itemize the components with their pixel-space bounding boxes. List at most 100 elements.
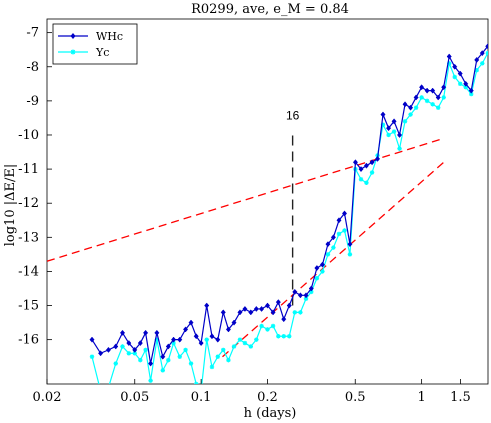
data-point-whc	[419, 84, 425, 91]
data-point-yc	[120, 344, 125, 349]
data-point-yc	[424, 98, 430, 104]
legend-marker	[70, 49, 76, 55]
data-point-yc	[369, 170, 375, 175]
data-point-yc	[265, 327, 270, 332]
data-point-whc	[441, 84, 447, 91]
data-point-yc	[358, 177, 364, 182]
data-point-yc	[457, 81, 463, 87]
data-point-whc	[330, 234, 336, 241]
data-point-yc	[303, 296, 309, 301]
y-tick-label: -9	[26, 94, 39, 109]
data-point-yc	[154, 337, 160, 342]
data-point-yc	[397, 146, 402, 151]
data-point-yc	[469, 91, 474, 97]
data-point-whc	[264, 302, 271, 309]
data-point-whc	[325, 241, 331, 248]
data-point-yc	[138, 357, 143, 363]
data-point-yc	[402, 119, 408, 124]
data-point-whc	[281, 316, 287, 323]
data-point-whc	[171, 336, 177, 343]
data-point-yc	[143, 347, 148, 353]
data-point-whc	[137, 340, 143, 347]
data-point-yc	[430, 102, 435, 107]
data-point-yc	[160, 368, 165, 373]
y-axis-label: log10 |ΔE/E|	[3, 164, 18, 247]
data-point-yc	[126, 351, 132, 356]
data-point-whc	[397, 131, 403, 138]
data-point-whc	[160, 353, 166, 360]
data-point-whc	[270, 309, 276, 316]
data-point-yc	[132, 351, 137, 356]
data-point-yc	[364, 180, 369, 185]
y-tick-label: -7	[26, 26, 39, 41]
data-point-whc	[132, 346, 138, 353]
data-point-yc	[292, 310, 298, 315]
legend: WHc Yc	[52, 23, 138, 65]
data-point-yc	[480, 61, 485, 66]
data-point-yc	[177, 354, 182, 359]
data-point-yc	[325, 252, 331, 257]
y-tick-label: -11	[18, 162, 39, 177]
data-point-yc	[485, 50, 488, 56]
data-point-whc	[308, 285, 314, 292]
data-point-yc	[89, 354, 95, 359]
data-point-whc	[446, 53, 452, 60]
reference-lines	[47, 137, 445, 358]
data-point-yc	[441, 95, 446, 100]
data-point-whc	[242, 305, 248, 312]
data-point-yc	[419, 95, 424, 100]
data-point-whc	[204, 302, 210, 309]
data-point-whc	[286, 302, 292, 309]
data-point-whc	[452, 63, 458, 70]
data-point-whc	[314, 265, 320, 272]
data-point-whc	[253, 305, 259, 312]
data-point-whc	[225, 326, 231, 333]
data-point-yc	[215, 354, 220, 359]
data-point-whc	[413, 94, 419, 101]
annotation-line: 16	[286, 109, 300, 306]
data-point-yc	[281, 334, 286, 339]
data-point-yc	[309, 289, 314, 295]
data-point-whc	[89, 336, 95, 343]
data-point-whc	[105, 346, 111, 353]
x-tick-label: 0.05	[120, 390, 149, 405]
y-tick-label: -12	[18, 196, 39, 211]
data-point-whc	[248, 309, 254, 316]
annotation-label: 16	[286, 109, 300, 123]
x-tick-label: 1	[417, 390, 425, 405]
data-point-yc	[276, 334, 281, 339]
data-point-whc	[474, 56, 480, 63]
data-point-whc	[341, 210, 348, 217]
y-tick-label: -8	[26, 60, 39, 75]
data-point-yc	[287, 334, 292, 339]
series-group	[89, 43, 488, 389]
data-point-whc	[358, 166, 364, 173]
data-point-whc	[113, 343, 119, 350]
legend-label: Yc	[95, 46, 109, 59]
data-point-yc	[237, 337, 243, 342]
data-point-yc	[254, 337, 259, 342]
data-point-yc	[336, 231, 342, 237]
data-point-yc	[408, 112, 413, 117]
data-point-yc	[171, 340, 176, 346]
data-point-whc	[485, 43, 488, 50]
legend-marker	[70, 33, 76, 39]
data-point-whc	[435, 94, 441, 101]
data-point-whc	[198, 340, 204, 347]
reference-line	[47, 137, 444, 262]
series-line-whc	[91, 45, 488, 364]
data-point-yc	[463, 85, 468, 90]
data-point-whc	[177, 336, 183, 343]
y-tick-label: -14	[18, 264, 39, 279]
data-point-yc	[347, 252, 353, 257]
data-point-yc	[447, 61, 452, 66]
data-point-whc	[292, 288, 298, 295]
data-point-whc	[408, 104, 414, 111]
data-point-whc	[347, 241, 353, 248]
data-point-yc	[314, 276, 320, 281]
data-point-whc	[188, 319, 194, 326]
data-point-yc	[106, 385, 110, 389]
data-point-whc	[363, 162, 369, 169]
data-point-whc	[297, 292, 303, 299]
